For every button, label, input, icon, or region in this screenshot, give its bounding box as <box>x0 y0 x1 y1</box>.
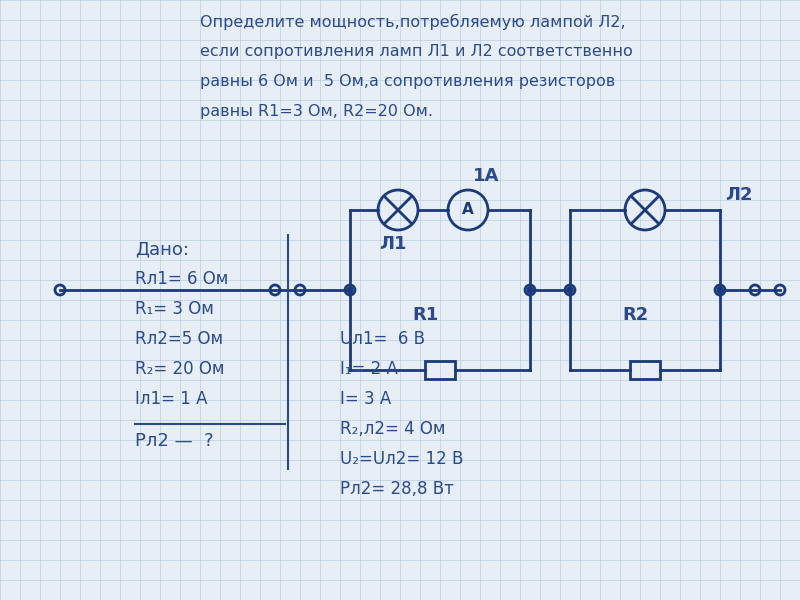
Text: A: A <box>462 202 474 217</box>
Text: Л2: Л2 <box>725 186 753 204</box>
Text: равны R1=3 Ом, R2=20 Ом.: равны R1=3 Ом, R2=20 Ом. <box>200 104 433 119</box>
Text: 1A: 1A <box>473 167 499 185</box>
Text: R₂,л2= 4 Ом: R₂,л2= 4 Ом <box>340 420 446 438</box>
Circle shape <box>527 287 533 293</box>
Text: R₂= 20 Ом: R₂= 20 Ом <box>135 360 225 378</box>
Text: Rл1= 6 Ом: Rл1= 6 Ом <box>135 270 228 288</box>
Circle shape <box>717 287 723 293</box>
Text: R₁= 3 Ом: R₁= 3 Ом <box>135 300 214 318</box>
Circle shape <box>347 287 353 293</box>
Text: U₂=Uл2= 12 В: U₂=Uл2= 12 В <box>340 450 463 468</box>
Text: Л1: Л1 <box>379 235 406 253</box>
Text: Определите мощность,потребляемую лампой Л2,: Определите мощность,потребляемую лампой … <box>200 14 626 30</box>
Text: Рл2= 28,8 Вт: Рл2= 28,8 Вт <box>340 480 454 498</box>
Text: R2: R2 <box>622 306 648 324</box>
Text: I= 3 А: I= 3 А <box>340 390 391 408</box>
Text: равны 6 Ом и  5 Ом,а сопротивления резисторов: равны 6 Ом и 5 Ом,а сопротивления резист… <box>200 74 615 89</box>
Text: I₁= 2 А: I₁= 2 А <box>340 360 398 378</box>
Bar <box>630 361 660 379</box>
Text: Рл2 —  ?: Рл2 — ? <box>135 432 214 450</box>
Text: Iл1= 1 А: Iл1= 1 А <box>135 390 207 408</box>
Text: Uл1=  6 В: Uл1= 6 В <box>340 330 425 348</box>
Text: если сопротивления ламп Л1 и Л2 соответственно: если сопротивления ламп Л1 и Л2 соответс… <box>200 44 633 59</box>
Circle shape <box>567 287 573 293</box>
Text: Дано:: Дано: <box>135 240 189 258</box>
Text: Rл2=5 Ом: Rл2=5 Ом <box>135 330 223 348</box>
Text: R1: R1 <box>412 306 438 324</box>
Bar <box>425 361 455 379</box>
